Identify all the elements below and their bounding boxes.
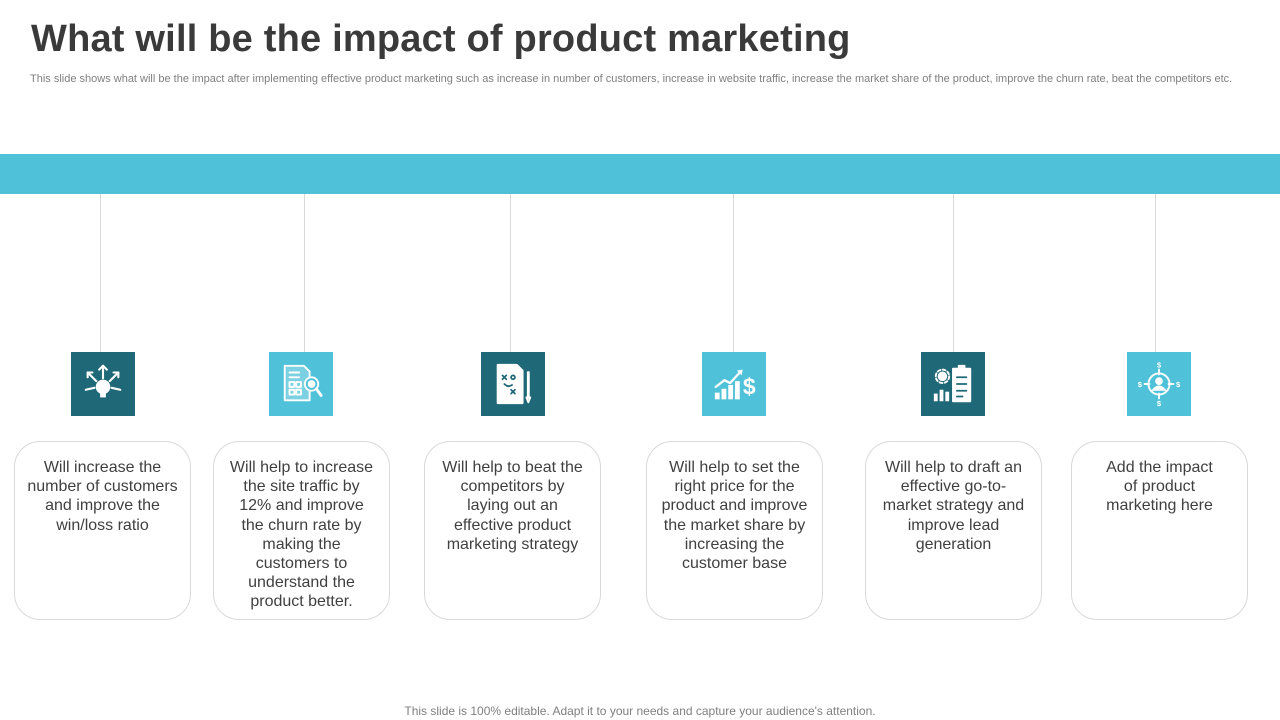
impact-card-pricing: Will help to set the right price for the… [646,441,823,620]
lightbulb-ideas-icon [71,352,135,416]
page-title: What will be the impact of product marke… [31,18,851,60]
connector-line [100,194,101,352]
impact-card-competitors: Will help to beat the competitors by lay… [424,441,601,620]
svg-text:$: $ [743,374,756,400]
impact-text: Will help to set the right price for the… [661,459,808,573]
impact-card-customers: Will increase the number of customers an… [14,441,191,620]
impact-text: Add the impact of product marketing here [1106,459,1213,515]
svg-text:$: $ [1138,380,1143,389]
footer-note: This slide is 100% editable. Adapt it to… [404,704,876,718]
strategy-plan-icon [481,352,545,416]
connector-line [733,194,734,352]
connector-line [1155,194,1156,352]
connector-line [510,194,511,352]
customer-target-icon: $ $ $ $ [1127,352,1191,416]
svg-text:$: $ [1157,399,1162,407]
header-band [0,154,1280,194]
page-subtitle: This slide shows what will be the impact… [30,73,1233,85]
impact-text: Will help to increase the site traffic b… [229,459,374,611]
connector-line [953,194,954,352]
impact-card-placeholder: Add the impact of product marketing here [1071,441,1248,620]
impact-text: Will help to beat the competitors by lay… [442,459,583,553]
impact-text: Will increase the number of customers an… [27,459,178,534]
impact-card-go-to-market: Will help to draft an effective go-to-ma… [865,441,1042,620]
document-analysis-icon [269,352,333,416]
growth-dollar-icon: $ [702,352,766,416]
connector-line [304,194,305,352]
svg-text:$: $ [1176,380,1181,389]
svg-text:$: $ [1157,361,1162,370]
impact-text: Will help to draft an effective go-to-ma… [882,459,1025,553]
strategy-dashboard-icon [921,352,985,416]
impact-card-traffic: Will help to increase the site traffic b… [213,441,390,620]
